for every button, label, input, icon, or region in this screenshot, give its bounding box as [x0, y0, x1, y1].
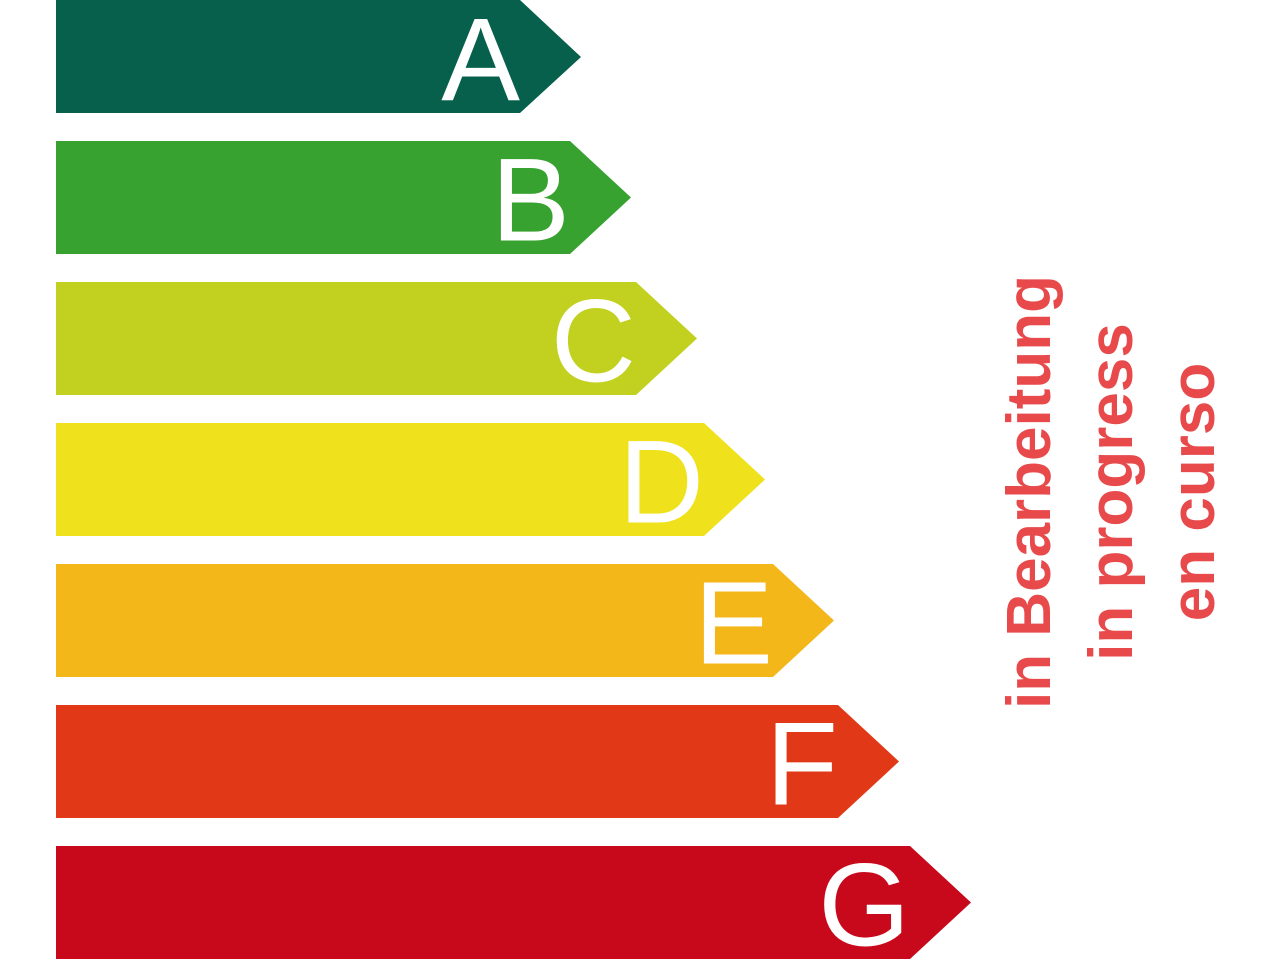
energy-class-letter: F: [766, 699, 838, 831]
energy-class-arrow: [56, 846, 971, 959]
energy-class-c: C: [56, 276, 697, 408]
energy-class-f: F: [56, 699, 899, 831]
energy-class-g: G: [56, 840, 971, 960]
energy-class-arrow: [56, 705, 899, 818]
status-line-german: in Bearbeitung: [995, 274, 1064, 710]
energy-class-letter: C: [551, 276, 636, 408]
energy-class-letter: D: [619, 417, 704, 549]
energy-class-letter: A: [441, 0, 520, 126]
energy-class-e: E: [56, 558, 834, 690]
energy-class-a: A: [56, 0, 581, 126]
energy-class-arrow: [56, 423, 765, 536]
energy-class-b: B: [56, 135, 631, 267]
energy-class-letter: E: [694, 558, 773, 690]
energy-class-arrow: [56, 0, 581, 113]
energy-class-arrow: [56, 282, 697, 395]
energy-class-arrow: [56, 564, 834, 677]
status-line-spanish: en curso: [1159, 362, 1228, 622]
energy-class-letter: B: [491, 135, 570, 267]
status-line-english: in progress: [1077, 323, 1146, 661]
energy-class-letter: G: [818, 840, 910, 960]
energy-class-d: D: [56, 417, 765, 549]
energy-class-arrow: [56, 141, 631, 254]
